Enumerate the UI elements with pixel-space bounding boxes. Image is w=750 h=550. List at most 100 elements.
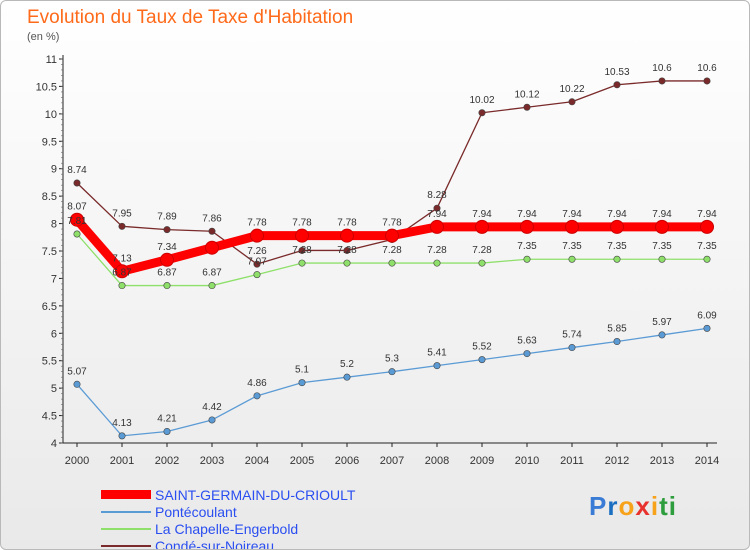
x-tick-label: 2000 (65, 455, 89, 467)
series-point-0 (520, 219, 534, 234)
data-label: 6.87 (202, 268, 222, 279)
y-tick-label: 6 (51, 328, 57, 340)
data-label: 7.35 (517, 241, 537, 252)
series-point-3 (658, 77, 666, 85)
series-point-0 (430, 219, 444, 234)
chart-legend: SAINT-GERMAIN-DU-CRIOULT Pontécoulant La C… (101, 486, 355, 550)
x-tick-label: 2003 (200, 455, 224, 467)
data-label: 4.42 (202, 402, 222, 413)
data-label: 7.28 (337, 245, 357, 256)
series-point-2 (388, 259, 396, 267)
data-label: 5.1 (295, 365, 309, 376)
series-point-0 (295, 228, 309, 243)
y-tick-label: 7.5 (42, 246, 57, 258)
series-point-1 (613, 338, 621, 346)
legend-item: SAINT-GERMAIN-DU-CRIOULT (101, 486, 355, 503)
series-point-3 (433, 204, 441, 212)
legend-swatch (101, 490, 151, 499)
series-point-3 (703, 77, 711, 85)
data-label: 8.74 (67, 165, 87, 176)
data-label: 7.28 (472, 245, 492, 256)
series-point-0 (205, 240, 219, 255)
logo-letter: i (650, 491, 660, 521)
data-label: 7.26 (247, 246, 267, 257)
series-point-2 (523, 255, 531, 263)
y-tick-label: 4 (51, 438, 57, 450)
data-label: 7.78 (337, 218, 357, 229)
x-tick-label: 2009 (470, 455, 494, 467)
data-label: 5.97 (652, 317, 672, 328)
data-label: 7.35 (652, 241, 672, 252)
y-tick-label: 11 (46, 54, 57, 66)
series-point-1 (433, 362, 441, 370)
data-label: 7.95 (112, 208, 132, 219)
x-tick-label: 2012 (605, 455, 629, 467)
x-tick-label: 2007 (380, 455, 404, 467)
legend-item: La Chapelle-Engerbold (101, 520, 355, 537)
series-point-1 (118, 432, 126, 440)
data-label: 5.52 (472, 342, 492, 353)
data-label: 7.94 (472, 209, 492, 220)
series-point-1 (568, 344, 576, 352)
legend-item: Pontécoulant (101, 503, 355, 520)
logo-letter: o (618, 491, 636, 521)
logo-letter: i (668, 491, 677, 521)
data-label: 8.07 (67, 202, 87, 213)
data-label: 10.6 (697, 63, 717, 74)
y-tick-label: 9.5 (42, 136, 57, 148)
series-point-2 (343, 259, 351, 267)
legend-label: Pontécoulant (155, 503, 237, 520)
series-point-1 (523, 350, 531, 358)
data-label: 5.41 (427, 348, 447, 359)
x-tick-label: 2004 (245, 455, 269, 467)
series-point-0 (655, 219, 669, 234)
data-label: 7.28 (292, 245, 312, 256)
data-label: 7.94 (607, 209, 627, 220)
data-label: 5.07 (67, 366, 87, 377)
data-label: 7.78 (292, 218, 312, 229)
series-point-2 (568, 255, 576, 263)
series-point-1 (478, 356, 486, 364)
data-label: 7.28 (427, 245, 447, 256)
data-label: 7.94 (427, 209, 447, 220)
x-tick-label: 2006 (335, 455, 359, 467)
data-label: 7.94 (562, 209, 582, 220)
series-point-2 (478, 259, 486, 267)
series-point-3 (118, 222, 126, 230)
data-label: 7.81 (67, 216, 87, 227)
series-point-0 (700, 219, 714, 234)
data-label: 5.63 (517, 336, 537, 347)
data-label: 10.12 (514, 89, 539, 100)
series-point-2 (433, 259, 441, 267)
series-point-1 (163, 427, 171, 435)
logo-letter: x (635, 491, 651, 521)
proxiti-logo: Proxiti (589, 491, 677, 522)
legend-swatch (101, 527, 151, 530)
x-tick-label: 2008 (425, 455, 449, 467)
data-label: 7.34 (157, 242, 177, 253)
legend-label: Condé-sur-Noireau (155, 537, 275, 550)
x-tick-label: 2002 (155, 455, 179, 467)
legend-item: Condé-sur-Noireau (101, 537, 355, 550)
data-label: 6.87 (112, 268, 132, 279)
y-tick-label: 5 (51, 383, 57, 395)
data-label: 6.87 (157, 268, 177, 279)
series-point-2 (253, 271, 261, 279)
series-point-3 (613, 81, 621, 89)
series-point-0 (385, 228, 399, 243)
series-point-2 (73, 230, 81, 238)
data-label: 8.28 (427, 190, 447, 201)
data-label: 7.07 (247, 257, 267, 268)
data-label: 5.85 (607, 324, 627, 335)
x-tick-label: 2013 (650, 455, 674, 467)
data-label: 7.94 (652, 209, 672, 220)
series-point-0 (340, 228, 354, 243)
series-point-2 (703, 255, 711, 263)
series-point-0 (250, 228, 264, 243)
data-label: 7.86 (202, 213, 222, 224)
y-tick-label: 9 (51, 164, 57, 176)
series-point-2 (298, 259, 306, 267)
series-point-1 (388, 368, 396, 376)
series-point-2 (613, 255, 621, 263)
